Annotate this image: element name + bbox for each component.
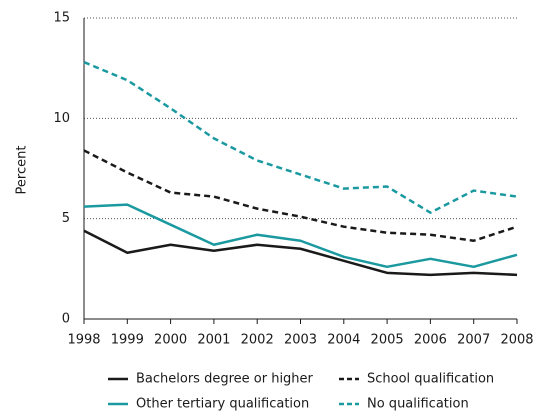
y-tick-label: 15 [53,11,70,26]
series-line [83,229,518,277]
x-tick-label: 2000 [154,333,187,348]
x-tick-label: 2004 [327,333,360,348]
legend-label: No qualification [367,397,469,412]
y-axis-label: Percent [15,146,30,195]
x-tick-label: 2006 [414,333,447,348]
legend-label: Bachelors degree or higher [136,372,314,387]
x-tick-label: 1998 [67,333,100,348]
y-tick-label: 5 [62,211,70,226]
series-line [83,60,518,214]
x-tick-label: 2001 [197,333,230,348]
x-tick-label: 2002 [241,333,274,348]
series-line [83,149,518,242]
legend-label: School qualification [367,372,494,387]
x-tick-label: 2003 [284,333,317,348]
x-tick-label: 1999 [111,333,144,348]
x-tick-label: 2007 [457,333,490,348]
legend-label: Other tertiary qualification [136,397,309,412]
x-tick-label: 2005 [371,333,404,348]
y-tick-label: 10 [53,111,70,126]
y-tick-label: 0 [62,312,70,327]
series-line [83,203,518,269]
x-tick-label: 2008 [500,333,533,348]
